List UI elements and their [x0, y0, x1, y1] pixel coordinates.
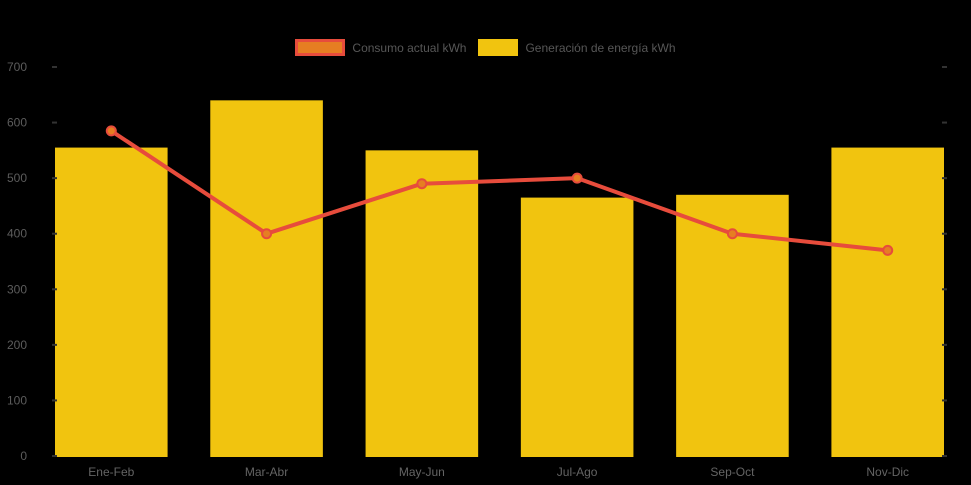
bar-ene-feb[interactable]: [55, 147, 168, 458]
bar-nov-dic[interactable]: [831, 147, 944, 458]
x-axis-label: Ene-Feb: [88, 465, 134, 479]
point-mar-abr[interactable]: [261, 228, 273, 240]
x-axis-label: Sep-Oct: [710, 465, 755, 479]
bar-mar-abr[interactable]: [210, 100, 323, 457]
consumption-line: [109, 128, 890, 253]
y-axis-label: 0: [20, 449, 27, 463]
y-axis-label: 200: [7, 338, 27, 352]
x-axis-label: Mar-Abr: [245, 465, 288, 479]
point-jul-ago[interactable]: [571, 172, 583, 184]
y-axis-label: 400: [7, 227, 27, 241]
bar-jul-ago[interactable]: [520, 197, 634, 458]
point-sep-oct[interactable]: [726, 228, 738, 240]
y-axis-label: 700: [7, 60, 27, 74]
legend-label-consumo: Consumo actual kWh: [352, 40, 467, 55]
legend-label-generacion: Generación de energía kWh: [525, 40, 676, 55]
legend-swatch-generacion-icon: [478, 39, 519, 56]
y-axis-label: 100: [7, 393, 27, 407]
x-axis-label: Nov-Dic: [866, 465, 909, 479]
point-nov-dic[interactable]: [882, 244, 894, 256]
x-axis-label: Jul-Ago: [557, 465, 598, 479]
chart-legend: Consumo actual kWh Generación de energía…: [0, 39, 971, 56]
legend-swatch-consumo-icon: [295, 39, 346, 56]
x-axis-label: May-Jun: [399, 465, 445, 479]
y-axis-label: 500: [7, 171, 27, 185]
legend-item-consumo[interactable]: Consumo actual kWh: [295, 39, 466, 56]
point-ene-feb[interactable]: [105, 125, 117, 137]
bar-may-jun[interactable]: [365, 150, 479, 457]
y-axis-label: 300: [7, 282, 27, 296]
point-may-jun[interactable]: [416, 178, 428, 190]
y-axis-label: 600: [7, 116, 27, 130]
legend-item-generacion[interactable]: Generación de energía kWh: [478, 39, 676, 56]
